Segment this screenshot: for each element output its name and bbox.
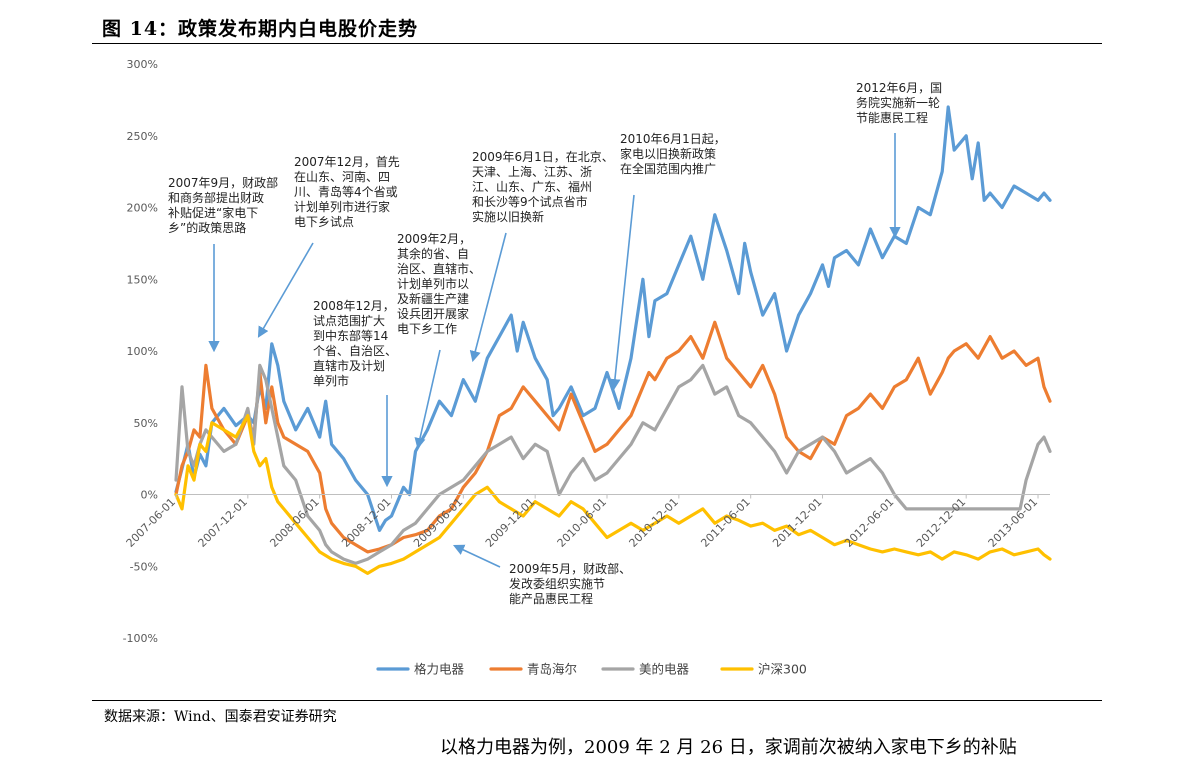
annotation-arrow xyxy=(609,194,635,391)
y-tick-label: 300% xyxy=(127,58,158,71)
annotation-line: 电下乡试点 xyxy=(294,214,354,229)
legend: 格力电器 青岛海尔 美的电器 沪深300 xyxy=(376,662,807,677)
legend-label: 青岛海尔 xyxy=(527,662,577,677)
y-tick-label: 0% xyxy=(141,489,158,502)
annotation-text: 2009年2月，其余的省、自治区、直辖市、计划单列市以及新疆生产建设兵团开展家电… xyxy=(397,232,481,336)
series-line-4 xyxy=(174,414,1052,576)
annotation-line: 直辖市及计划 xyxy=(313,358,385,373)
annotation-line: 江、山东、广东、福州 xyxy=(472,179,592,194)
legend-label: 格力电器 xyxy=(414,662,465,677)
annotation-line: 计划单列市以 xyxy=(397,276,469,291)
y-tick-label: 100% xyxy=(127,345,158,358)
annotation-line: 2008年12月， xyxy=(313,299,395,313)
annotation-line: 2009年5月，财政部、 xyxy=(509,561,631,576)
annotation-line: 到中东部等14 xyxy=(313,328,388,343)
x-tick-label: 2007-06-01 xyxy=(124,495,178,549)
x-tick-label: 2013-06-01 xyxy=(986,495,1040,549)
annotation-line: 2010年6月1日起， xyxy=(620,132,726,146)
annotation-text: 2007年9月，财政部和商务部提出财政补贴促进“家电下乡”的政策思路 xyxy=(168,175,278,235)
y-tick-label: 150% xyxy=(127,273,158,286)
annotation-text: 2009年5月，财政部、发改委组织实施节能产品惠民工程 xyxy=(509,561,631,606)
legend-label: 沪深300 xyxy=(758,662,807,677)
y-tick-label: 200% xyxy=(127,202,158,215)
x-tick-label: 2012-06-01 xyxy=(842,495,896,549)
x-axis-ticks: 2007-06-01 2007-12-01 2008-06-01 2008-12-01… xyxy=(124,494,1050,550)
annotation-arrow xyxy=(469,232,507,363)
annotation-line: 计划单列市进行家 xyxy=(294,199,390,214)
bottom-rule xyxy=(92,700,1102,701)
annotation-line: 补贴促进“家电下 xyxy=(168,205,258,220)
annotation-line: 和长沙等9个试点省市 xyxy=(472,194,588,209)
annotation-line: 2009年2月， xyxy=(397,232,471,246)
y-tick-label: 50% xyxy=(134,417,158,430)
annotation-line: 其余的省、自 xyxy=(397,246,469,261)
annotation-text: 2012年6月，国务院实施新一轮节能惠民工程 xyxy=(856,81,942,125)
y-tick-label: -100% xyxy=(123,632,158,645)
x-tick-label: 2010-12-01 xyxy=(627,495,681,549)
annotation-line: 天津、上海、江苏、浙 xyxy=(472,164,592,179)
annotation-arrow xyxy=(414,349,441,450)
annotation-line: 实施以旧换新 xyxy=(472,209,544,224)
annotation-line: 在山东、河南、四 xyxy=(294,169,390,184)
legend-label: 美的电器 xyxy=(639,662,690,677)
annotation-line: 节能惠民工程 xyxy=(856,110,928,125)
y-axis-ticks: 300% 250% 200% 150% 100% 50% 0% -50% -100% xyxy=(123,58,158,645)
annotation-arrow xyxy=(452,544,501,568)
annotation-line: 乡”的政策思路 xyxy=(168,220,246,235)
x-tick-label: 2012-12-01 xyxy=(914,495,968,549)
annotation-line: 务院实施新一轮 xyxy=(856,95,940,110)
x-tick-label: 2011-12-01 xyxy=(770,495,824,549)
figure-title: 图 14：政策发布期内白电股价走势 xyxy=(102,18,419,40)
top-rule xyxy=(92,43,1102,44)
x-tick-label: 2009-06-01 xyxy=(411,495,465,549)
body-text-line: 以格力电器为例，2009 年 2 月 26 日，家调前次被纳入家电下乡的补贴 xyxy=(440,737,1017,758)
annotation-line: 川、青岛等4个省或 xyxy=(294,184,398,199)
annotation-text: 2008年12月，试点范围扩大到中东部等14 个省、自治区、直辖市及计划单列市 xyxy=(313,299,397,388)
annotation-line: 在全国范围内推广 xyxy=(620,161,716,176)
annotation-line: 发改委组织实施节 xyxy=(509,576,605,591)
y-tick-label: -50% xyxy=(130,560,158,573)
annotation-line: 2007年9月，财政部 xyxy=(168,175,278,190)
data-source: 数据来源：Wind、国泰君安证券研究 xyxy=(104,709,337,725)
annotations: 2007年9月，财政部和商务部提出财政补贴促进“家电下乡”的政策思路 2007年1… xyxy=(168,81,942,606)
x-tick-label: 2010-06-01 xyxy=(555,495,609,549)
series-lines xyxy=(174,105,1052,576)
annotation-line: 个省、自治区、 xyxy=(313,344,397,358)
annotation-line: 2012年6月，国 xyxy=(856,81,942,95)
x-tick-label: 2009-12-01 xyxy=(483,495,537,549)
annotation-line: 2007年12月，首先 xyxy=(294,155,400,169)
annotation-text: 2007年12月，首先在山东、河南、四川、青岛等4个省或计划单列市进行家电下乡试… xyxy=(294,155,400,229)
x-tick-label: 2007-12-01 xyxy=(196,495,250,549)
annotation-line: 2009年6月1日，在北京、 xyxy=(472,150,614,164)
annotation-line: 家电以旧换新政策 xyxy=(620,146,716,161)
annotation-line: 能产品惠民工程 xyxy=(509,591,593,606)
annotation-text: 2010年6月1日起，家电以旧换新政策在全国范围内推广 xyxy=(620,132,726,176)
annotation-line: 治区、直辖市、 xyxy=(397,261,481,276)
y-tick-label: 250% xyxy=(127,130,158,143)
stock-price-chart: 300% 250% 200% 150% 100% 50% 0% -50% -100% 2007-… xyxy=(123,58,1052,677)
annotation-line: 试点范围扩大 xyxy=(313,313,385,328)
series-line-1 xyxy=(174,105,1052,533)
annotation-arrow xyxy=(257,242,314,338)
annotation-line: 及新疆生产建 xyxy=(397,291,469,306)
annotation-line: 单列市 xyxy=(313,373,349,388)
annotation-line: 和商务部提出财政 xyxy=(168,190,264,205)
annotation-line: 设兵团开展家 xyxy=(397,306,469,321)
annotation-text: 2009年6月1日，在北京、天津、上海、江苏、浙江、山东、广东、福州和长沙等9个… xyxy=(472,150,614,224)
series-line-3 xyxy=(174,363,1052,566)
series-line-2 xyxy=(174,320,1052,554)
annotation-line: 电下乡工作 xyxy=(397,322,457,336)
